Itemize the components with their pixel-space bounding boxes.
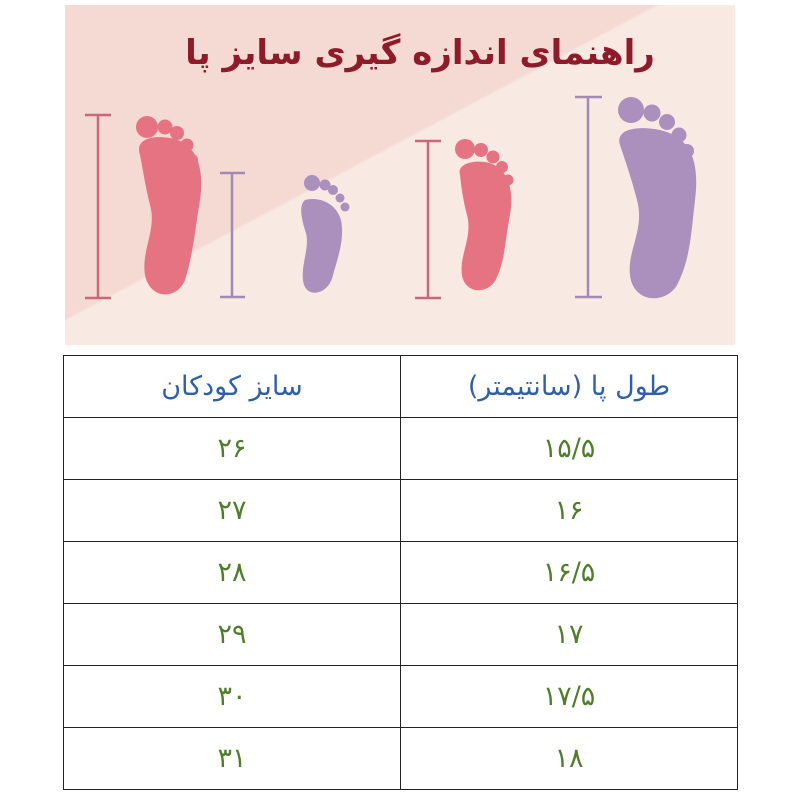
table-header-row: طول پا (سانتیمتر) سایز کودکان <box>63 355 738 418</box>
kids-size-cell: ۲۹ <box>63 603 401 666</box>
table-row: ۱۵/۵ ۲۶ <box>63 417 738 480</box>
foot-length-cell: ۱۷ <box>400 603 738 666</box>
table-row: ۱۶ ۲۷ <box>63 479 738 542</box>
footprints-illustration <box>85 95 697 300</box>
kids-size-cell: ۲۷ <box>63 479 401 542</box>
foot-size-guide-banner: راهنمای اندازه گیری سایز پا <box>65 5 735 345</box>
foot-length-cell: ۱۶ <box>400 479 738 542</box>
table-row: ۱۶/۵ ۲۸ <box>63 541 738 604</box>
foot-length-cell: ۱۷/۵ <box>400 665 738 728</box>
foot-length-cell: ۱۶/۵ <box>400 541 738 604</box>
foot-pink-large-icon <box>136 116 202 295</box>
size-table: طول پا (سانتیمتر) سایز کودکان ۱۵/۵ ۲۶ ۱۶ ۲… <box>63 355 738 790</box>
table-row: ۱۷/۵ ۳۰ <box>63 665 738 728</box>
kids-size-cell: ۲۸ <box>63 541 401 604</box>
header-kids-size: سایز کودکان <box>63 355 401 418</box>
kids-size-cell: ۳۱ <box>63 727 401 790</box>
foot-purple-large-icon <box>618 97 697 299</box>
foot-length-cell: ۱۵/۵ <box>400 417 738 480</box>
kids-size-cell: ۲۶ <box>63 417 401 480</box>
foot-purple-small-icon <box>301 175 350 293</box>
kids-size-cell: ۳۰ <box>63 665 401 728</box>
foot-pink-medium-icon <box>455 139 514 291</box>
foot-length-cell: ۱۸ <box>400 727 738 790</box>
table-row: ۱۷ ۲۹ <box>63 603 738 666</box>
page-title: راهنمای اندازه گیری سایز پا <box>185 33 655 73</box>
header-foot-length: طول پا (سانتیمتر) <box>400 355 738 418</box>
foot-pink-large-icon <box>85 113 111 300</box>
table-row: ۱۸ ۳۱ <box>63 727 738 790</box>
